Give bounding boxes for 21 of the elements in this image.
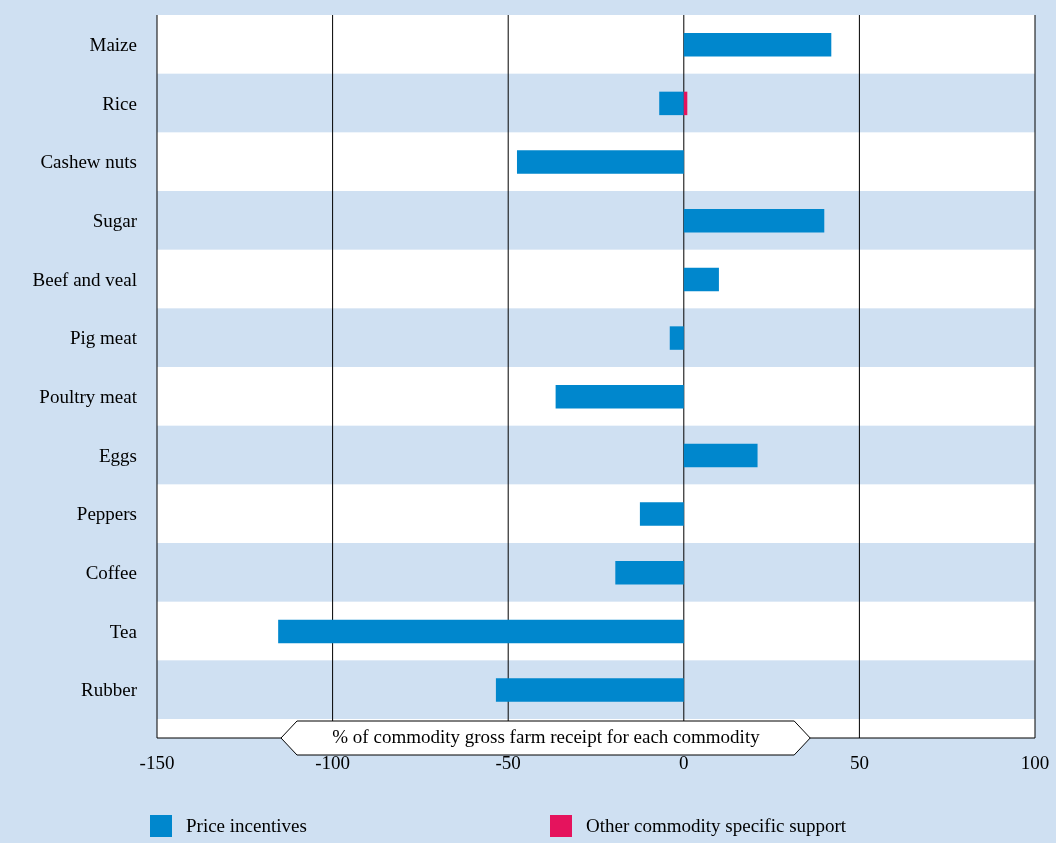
x-tick-label: 0 <box>679 752 689 774</box>
x-axis-title: % of commodity gross farm receipt for each commodity <box>331 726 761 748</box>
y-tick-label: Maize <box>89 34 137 56</box>
y-tick-label: Peppers <box>76 503 137 525</box>
y-tick-label: Coffee <box>85 562 137 584</box>
y-tick-label: Sugar <box>92 210 138 232</box>
y-tick-label: Eggs <box>99 444 137 466</box>
x-tick-label: 50 <box>849 752 869 774</box>
x-tick-label: -150 <box>139 752 175 774</box>
y-tick-label: Tea <box>109 620 138 642</box>
x-tick-label: 100 <box>1020 752 1050 774</box>
y-tick-label: Beef and veal <box>32 268 137 290</box>
y-tick-label: Rubber <box>81 679 138 701</box>
y-tick-label: Pig meat <box>69 327 138 349</box>
y-tick-label: Rice <box>102 92 137 114</box>
x-tick-label: -100 <box>315 752 351 774</box>
legend-label: Price incentives <box>186 815 307 837</box>
y-tick-label: Poultry meat <box>39 386 138 408</box>
x-tick-label: -50 <box>495 752 521 774</box>
legend-label: Other commodity specific support <box>586 815 847 837</box>
y-tick-label: Cashew nuts <box>40 151 137 173</box>
